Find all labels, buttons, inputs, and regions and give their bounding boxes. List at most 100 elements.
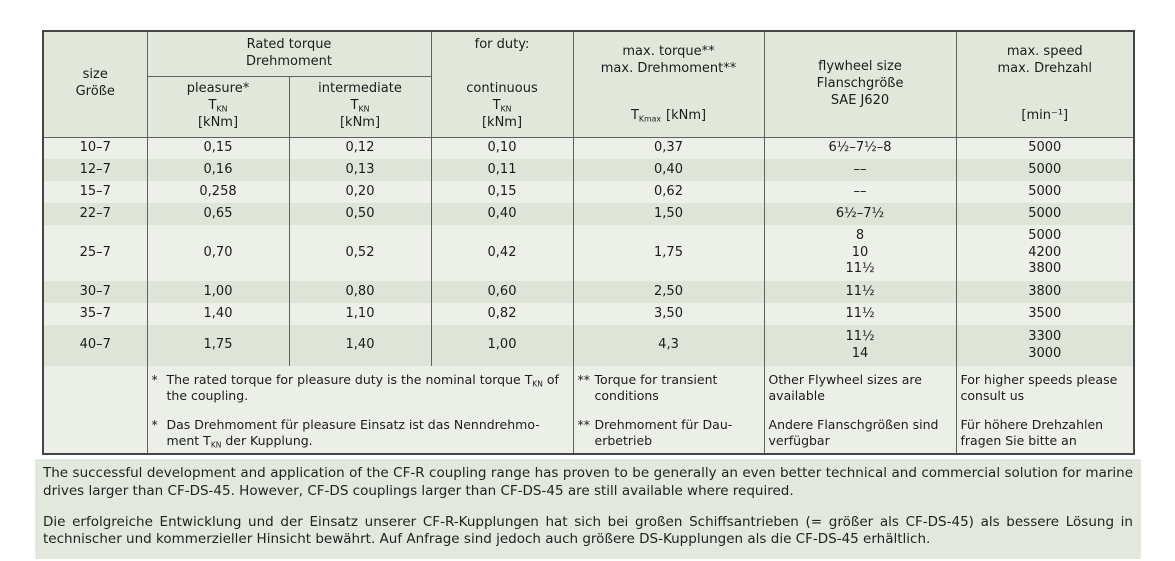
footnote-text: Torque for transient conditions [594, 372, 718, 403]
col-header-max-speed: max. speed max. Drehzahl [min⁻¹] [955, 31, 1135, 138]
header-intermediate-label: intermediate [318, 81, 402, 97]
header-continuous-block: continuous TKN [kNm] [436, 81, 569, 132]
cell-max-speed: 3300 3000 [955, 325, 1135, 366]
cell-flywheel-size: 11½ 14 [763, 325, 957, 366]
cell-intermediate-torque: 0,13 [288, 159, 432, 181]
table-row: 40–7 1,75 1,40 1,00 4,3 11½ 14 3300 3000 [43, 325, 1135, 366]
cell-max-torque: 0,37 [572, 137, 765, 159]
col-header-rated-torque: Rated torque Drehmoment [146, 31, 432, 77]
cell-max-torque: 3,50 [572, 303, 765, 325]
footnote-marker: ** [577, 372, 591, 387]
footnote-max-torque: ** Torque for transient conditions ** Dr… [572, 366, 765, 454]
cell-size: 12–7 [43, 159, 147, 181]
cell-flywheel-size: 11½ [763, 303, 957, 325]
footnote-text: For higher speeds please consult us [960, 372, 1118, 403]
header-rated-torque-de: Drehmoment [246, 53, 332, 69]
header-flywheel-de: Flanschgröße [816, 75, 904, 91]
cell-pleasure-torque: 0,16 [146, 159, 289, 181]
cell-intermediate-torque: 0,12 [288, 137, 432, 159]
table-row: 15–7 0,258 0,20 0,15 0,62 –– 5000 [43, 181, 1135, 203]
footnote-torque-de: ** Drehmoment für Dau-erbetrieb [578, 417, 761, 449]
cell-intermediate-torque: 1,10 [288, 303, 432, 325]
header-max-speed-unit: [min⁻¹] [1021, 107, 1069, 123]
footnote-text: Andere Flanschgrößen sind verfügbar [768, 417, 939, 448]
cell-pleasure-torque: 0,65 [146, 203, 289, 225]
cell-flywheel-size: 11½ [763, 281, 957, 303]
cell-size: 40–7 [43, 325, 147, 366]
cell-pleasure-torque: 1,75 [146, 325, 289, 366]
header-flywheel-en: flywheel size [818, 58, 902, 74]
header-row-sub: pleasure* TKN [kNm] intermediate TKN [kN… [43, 76, 1134, 138]
cell-max-torque: 0,40 [572, 159, 765, 181]
cell-size: 10–7 [43, 137, 147, 159]
cell-intermediate-torque: 0,52 [288, 225, 432, 281]
header-pleasure-label: pleasure* [186, 81, 250, 97]
footnote-star-de: * Das Drehmoment für pleasure Einsatz is… [152, 417, 570, 449]
cell-pleasure-torque: 0,15 [146, 137, 289, 159]
table-row: 12–7 0,16 0,13 0,11 0,40 –– 5000 [43, 159, 1135, 181]
cell-size: 30–7 [43, 281, 147, 303]
col-header-continuous-duty: for duty: continuous TKN [kNm] [430, 31, 574, 138]
cell-intermediate-torque: 0,20 [288, 181, 432, 203]
body-text-de: Die erfolgreiche Entwicklung und der Ein… [43, 513, 1133, 548]
footnote-flywheel: Other Flywheel sizes are available Ander… [763, 366, 957, 454]
footnote-torque-en: ** Torque for transient conditions [578, 372, 761, 404]
col-header-pleasure: pleasure* TKN [kNm] [146, 76, 289, 138]
cell-pleasure-torque: 0,70 [146, 225, 289, 281]
cell-flywheel-size: 6½–7½–8 [763, 137, 957, 159]
cell-continuous-torque: 0,42 [430, 225, 574, 281]
cell-max-torque: 4,3 [572, 325, 765, 366]
footnote-text: Other Flywheel sizes are available [768, 372, 922, 403]
footnote-marker: * [151, 372, 158, 387]
cell-max-speed: 5000 [955, 137, 1135, 159]
cell-continuous-torque: 0,82 [430, 303, 574, 325]
footnote-rated-torque: * The rated torque for pleasure duty is … [146, 366, 574, 454]
cell-max-torque: 1,75 [572, 225, 765, 281]
footnote-text: Für höhere Drehzahlen fragen Sie bitte a… [960, 417, 1104, 448]
col-header-flywheel: flywheel size Flanschgröße SAE J620 [763, 31, 957, 138]
col-header-size: size Größe [43, 31, 147, 138]
header-max-torque-symbol: TKmax [kNm] [630, 107, 707, 124]
col-header-max-torque: max. torque** max. Drehmoment** TKmax [kN… [572, 31, 765, 138]
cell-continuous-torque: 0,60 [430, 281, 574, 303]
cell-max-speed: 5000 [955, 159, 1135, 181]
cell-max-speed: 3500 [955, 303, 1135, 325]
header-row-main: size Größe Rated torque Drehmoment for d… [43, 31, 1135, 138]
cell-continuous-torque: 0,11 [430, 159, 574, 181]
cell-size: 15–7 [43, 181, 147, 203]
cell-size: 35–7 [43, 303, 147, 325]
cell-max-speed: 3800 [955, 281, 1135, 303]
cell-max-speed: 5000 [955, 203, 1135, 225]
header-continuous-symbol: TKN [492, 97, 512, 114]
cell-pleasure-torque: 1,40 [146, 303, 289, 325]
cell-size: 25–7 [43, 225, 147, 281]
header-max-torque-de: max. Drehmoment** [600, 60, 737, 76]
cell-max-torque: 1,50 [572, 203, 765, 225]
header-max-speed-de: max. Drehzahl [997, 60, 1093, 76]
footnote-empty-cell [43, 366, 147, 454]
cell-pleasure-torque: 0,258 [146, 181, 289, 203]
cell-continuous-torque: 0,15 [430, 181, 574, 203]
header-intermediate-symbol: TKN [350, 98, 370, 114]
cell-flywheel-size: 8 10 11½ [763, 225, 957, 281]
cell-max-speed: 5000 4200 3800 [955, 225, 1135, 281]
table-row: 10–7 0,15 0,12 0,10 0,37 6½–7½–8 5000 [43, 137, 1135, 159]
table-row: 30–7 1,00 0,80 0,60 2,50 11½ 3800 [43, 281, 1135, 303]
cell-flywheel-size: –– [763, 159, 957, 181]
col-header-intermediate: intermediate TKN [kNm] [288, 76, 432, 138]
header-continuous-unit: [kNm] [481, 114, 523, 130]
table-row: 25–7 0,70 0,52 0,42 1,75 8 10 11½ 5000 4… [43, 225, 1135, 281]
header-flywheel-standard: SAE J620 [830, 92, 890, 108]
cell-continuous-torque: 1,00 [430, 325, 574, 366]
cell-max-torque: 2,50 [572, 281, 765, 303]
cell-flywheel-size: 6½–7½ [763, 203, 957, 225]
table-row: 35–7 1,40 1,10 0,82 3,50 11½ 3500 [43, 303, 1135, 325]
footnote-marker: ** [577, 417, 591, 432]
cell-size: 22–7 [43, 203, 147, 225]
cell-intermediate-torque: 1,40 [288, 325, 432, 366]
footnote-row: * The rated torque for pleasure duty is … [43, 366, 1135, 454]
footnote-text: Drehmoment für Dau-erbetrieb [594, 417, 733, 448]
cell-continuous-torque: 0,10 [430, 137, 574, 159]
footnote-star-en: * The rated torque for pleasure duty is … [152, 372, 570, 404]
